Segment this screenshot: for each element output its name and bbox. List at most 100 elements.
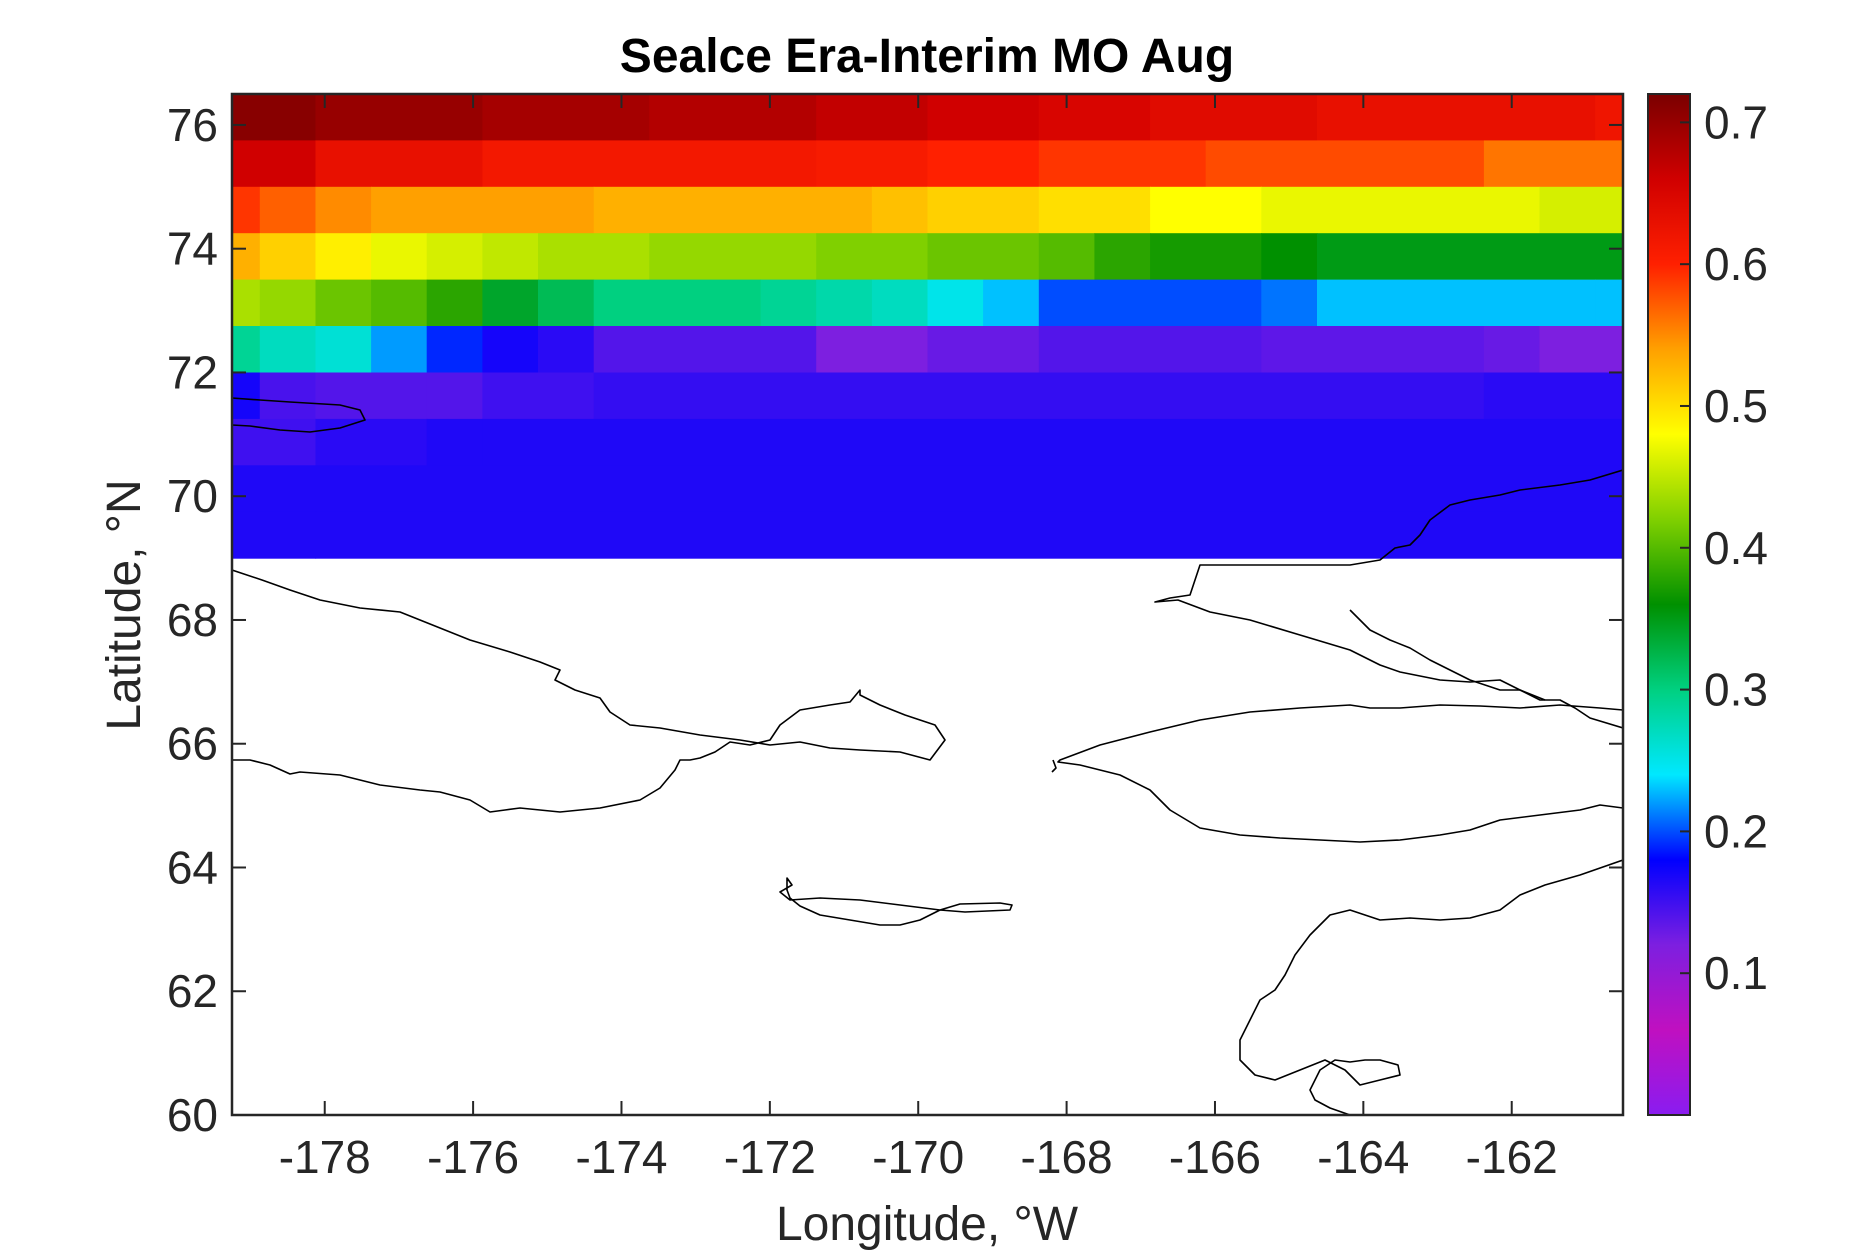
ice-cell	[259, 279, 316, 327]
ice-cell	[871, 186, 929, 234]
ice-cell	[482, 140, 817, 188]
ice-cell	[927, 233, 1040, 281]
ice-cell	[315, 372, 428, 420]
plot-frame	[230, 92, 1625, 1117]
sea-ice-cells	[232, 94, 1623, 559]
ice-cell	[760, 279, 817, 327]
ice-cell	[593, 372, 1485, 420]
wrangel-island	[232, 397, 366, 433]
ice-cell	[1483, 140, 1623, 188]
ice-cell	[593, 186, 873, 234]
ice-cell	[232, 94, 317, 141]
ice-cell	[315, 326, 372, 373]
ice-cell	[371, 186, 595, 234]
ice-cell	[927, 94, 1040, 141]
colorbar-tick-label: 0.3	[1704, 664, 1768, 716]
ice-cell	[315, 94, 483, 141]
y-tick-label: 64	[167, 841, 218, 893]
ice-cell	[259, 326, 316, 373]
ice-cell	[426, 326, 483, 373]
ice-cell	[1094, 233, 1151, 281]
x-tick-label: -162	[1466, 1131, 1558, 1183]
ice-cell	[538, 279, 595, 327]
ice-cell	[1150, 233, 1262, 281]
coastline-alaska-west	[1239, 859, 1623, 1115]
ice-cell	[482, 372, 539, 420]
ice-cell	[593, 326, 817, 373]
ice-cell	[538, 372, 595, 420]
ice-cell	[426, 279, 483, 327]
y-tick-label: 74	[167, 223, 218, 275]
ice-cell	[649, 94, 817, 141]
ice-cell	[315, 233, 372, 281]
colorbar-tick-label: 0.1	[1704, 947, 1768, 999]
x-tick-label: -174	[575, 1131, 667, 1183]
colorbar	[1648, 94, 1690, 1115]
ice-cell	[983, 279, 1040, 327]
ice-cell	[315, 279, 372, 327]
ice-cell	[1483, 372, 1623, 420]
x-tick-label: -172	[724, 1131, 816, 1183]
coastline-alaska	[1154, 469, 1623, 729]
ice-cell	[816, 279, 873, 327]
x-tick-label: -164	[1317, 1131, 1409, 1183]
coastline-kotzebue	[1349, 609, 1546, 701]
ice-cell	[1483, 94, 1596, 141]
ice-cell	[315, 418, 428, 466]
y-tick-label: 60	[167, 1089, 218, 1141]
colorbar-ticks: 0.1 0.2 0.3 0.4 0.5 0.6 0.7	[1680, 96, 1768, 999]
ice-cell	[1261, 326, 1485, 373]
ice-cell	[232, 465, 317, 513]
ice-cell	[482, 233, 539, 281]
ice-cell	[1038, 279, 1262, 327]
ice-cell	[1483, 326, 1541, 373]
colorbar-tick-label: 0.7	[1704, 96, 1768, 148]
ice-cell	[1038, 94, 1151, 141]
ice-cell	[593, 279, 762, 327]
ice-cell	[482, 326, 539, 373]
ice-cell	[232, 511, 317, 559]
ice-cell	[259, 233, 316, 281]
ice-cell	[1261, 186, 1541, 234]
ice-cell	[1038, 186, 1151, 234]
ice-cell	[1539, 186, 1623, 234]
y-tick-label: 66	[167, 718, 218, 770]
colorbar-frame	[1647, 93, 1691, 1116]
coastline	[232, 397, 1623, 1115]
ice-cell	[871, 279, 929, 327]
ice-cell	[426, 233, 483, 281]
ice-cell	[232, 372, 261, 420]
ice-cell	[482, 418, 1623, 466]
ice-cell	[927, 279, 984, 327]
x-tick-label: -166	[1169, 1131, 1261, 1183]
ice-cell	[371, 233, 428, 281]
ice-cell	[315, 140, 483, 188]
ice-cell	[1317, 94, 1485, 141]
ice-cell	[482, 94, 650, 141]
x-tick-label: -178	[279, 1131, 371, 1183]
y-axis-ticks: 60 62 64 66 68 70 72 74 76	[167, 99, 1623, 1141]
ice-cell	[315, 511, 1623, 559]
ice-cell	[371, 326, 428, 373]
ice-cell	[259, 186, 316, 234]
y-tick-label: 72	[167, 346, 218, 398]
colorbar-tick-label: 0.5	[1704, 380, 1768, 432]
y-axis-label: Latitude, °N	[98, 479, 151, 730]
ice-cell	[927, 326, 1040, 373]
ice-cell	[1150, 186, 1262, 234]
ice-cell	[482, 279, 539, 327]
ice-cell	[1261, 279, 1318, 327]
ice-cell	[538, 233, 650, 281]
ice-cell	[1317, 279, 1596, 327]
ice-cell	[259, 372, 316, 420]
ice-cell	[1317, 233, 1623, 281]
x-tick-label: -176	[427, 1131, 519, 1183]
x-axis-label: Longitude, °W	[776, 1198, 1079, 1250]
ice-cell	[232, 140, 317, 188]
ice-cell	[232, 279, 261, 327]
x-tick-label: -170	[872, 1131, 964, 1183]
chart-title: Sealce Era-Interim MO Aug	[620, 30, 1234, 83]
ice-cell	[1038, 140, 1207, 188]
y-tick-label: 62	[167, 965, 218, 1017]
y-tick-label: 68	[167, 594, 218, 646]
